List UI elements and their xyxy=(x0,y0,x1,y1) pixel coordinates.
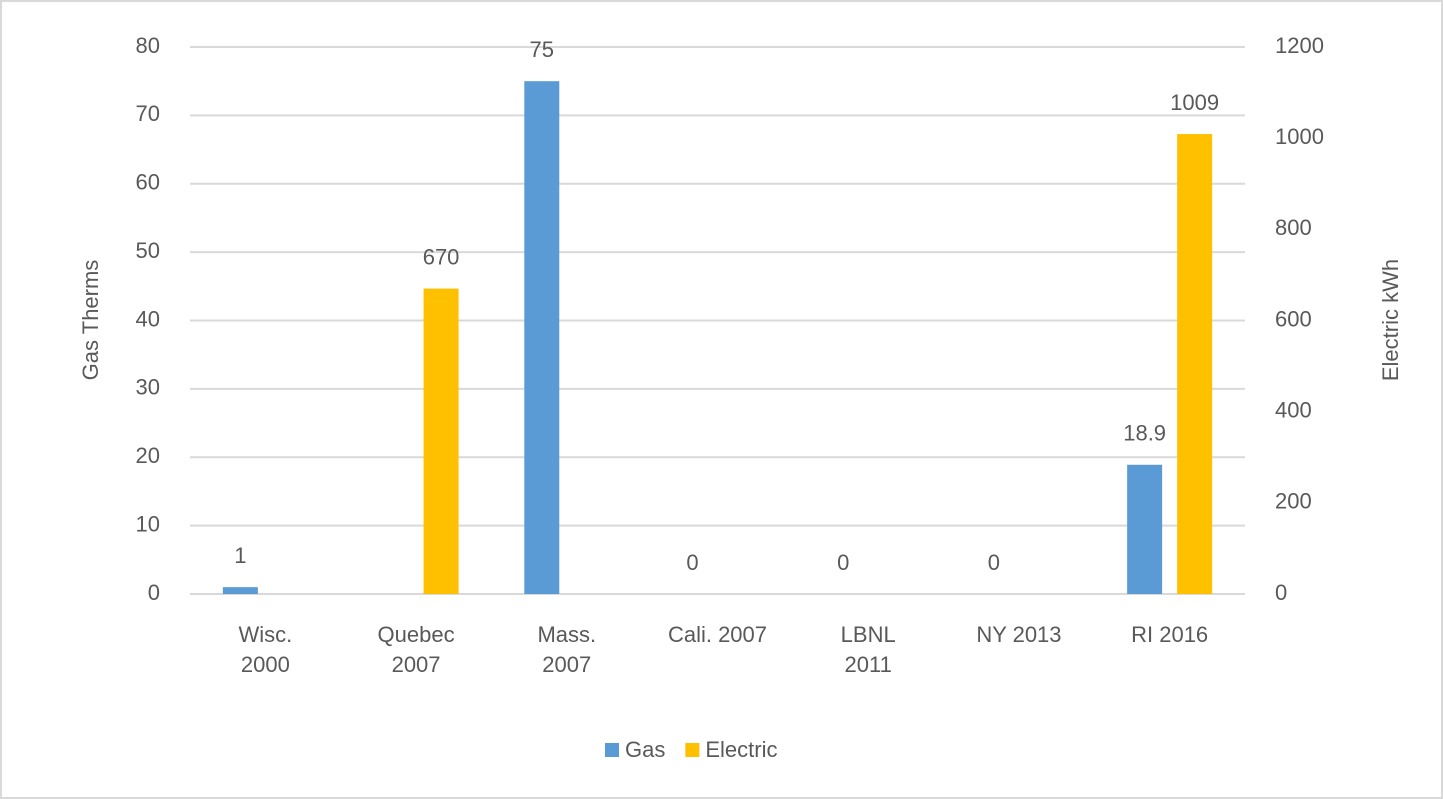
y-tick-label: 40 xyxy=(136,306,160,331)
data-label: 0 xyxy=(837,550,849,575)
legend-swatch xyxy=(605,743,619,757)
y-tick-label: 20 xyxy=(136,443,160,468)
y2-tick-label: 600 xyxy=(1275,306,1312,331)
y2-tick-label: 0 xyxy=(1275,580,1287,605)
y-axis-title: Gas Therms xyxy=(78,260,103,381)
y-tick-label: 50 xyxy=(136,238,160,263)
y2-tick-label: 400 xyxy=(1275,397,1312,422)
y2-axis-title: Electric kWh xyxy=(1378,259,1403,381)
data-label: 75 xyxy=(530,37,554,62)
data-label: 18.9 xyxy=(1123,421,1166,446)
x-tick-label: LBNL 2011 xyxy=(840,622,896,677)
data-label: 0 xyxy=(686,550,698,575)
y-tick-label: 70 xyxy=(136,101,160,126)
bar xyxy=(222,587,258,594)
bar xyxy=(423,288,459,594)
data-label: 670 xyxy=(423,244,460,269)
data-label: 1009 xyxy=(1170,90,1219,115)
legend-swatch xyxy=(685,743,700,757)
y2-tick-label: 1000 xyxy=(1275,124,1324,149)
x-tick-label: NY 2013 xyxy=(976,622,1062,647)
y-tick-label: 0 xyxy=(148,580,160,605)
y-tick-label: 60 xyxy=(136,170,160,195)
y2-tick-label: 200 xyxy=(1275,489,1312,514)
data-label: 1 xyxy=(234,543,246,568)
x-tick-label: Mass. 2007 xyxy=(537,622,597,677)
x-tick-label: RI 2016 xyxy=(1131,622,1209,647)
y-tick-label: 10 xyxy=(136,511,160,536)
bar xyxy=(1177,134,1213,595)
y2-tick-label: 800 xyxy=(1275,215,1312,240)
x-tick-label: Wisc. 2000 xyxy=(238,622,293,677)
x-tick-label: Quebec 2007 xyxy=(377,622,455,677)
x-tick-label: Cali. 2007 xyxy=(667,622,768,647)
y-tick-label: 30 xyxy=(136,375,160,400)
data-label: 0 xyxy=(988,550,1000,575)
legend-label: Electric xyxy=(705,737,777,762)
bar xyxy=(524,81,560,594)
bar xyxy=(1127,464,1163,594)
y-tick-label: 80 xyxy=(136,33,160,58)
legend-label: Gas xyxy=(625,737,665,762)
y2-tick-label: 1200 xyxy=(1275,33,1324,58)
